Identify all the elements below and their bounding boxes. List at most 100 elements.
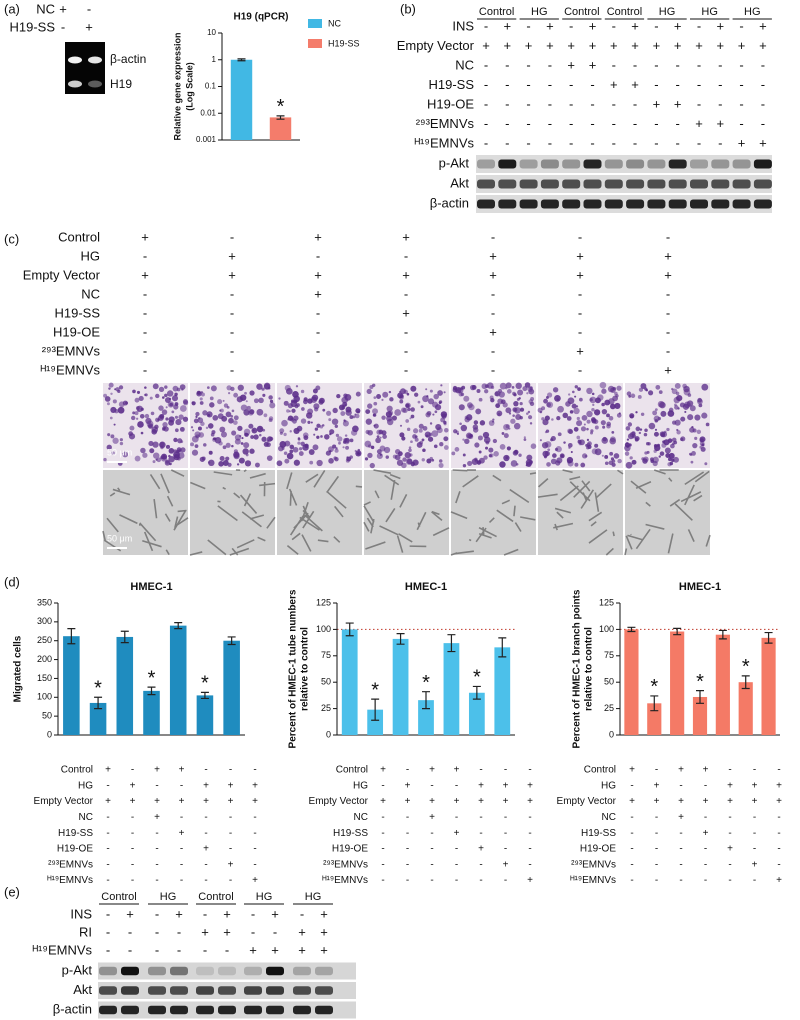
stained-cell [206, 386, 210, 389]
stained-cell [342, 420, 349, 427]
sign: + [664, 267, 672, 282]
stained-cell [412, 434, 417, 439]
stained-cell [262, 393, 266, 397]
stained-cell [418, 428, 423, 433]
sign: - [203, 906, 207, 921]
stained-cell [467, 460, 473, 466]
stained-cell [409, 417, 412, 420]
sign: - [177, 924, 181, 939]
blot-band [477, 159, 495, 169]
blot-band [668, 199, 687, 209]
significance-marker: * [201, 673, 209, 695]
stained-cell [199, 401, 204, 405]
stained-cell [379, 436, 382, 439]
sign: - [106, 812, 109, 823]
tube-image [103, 470, 188, 555]
sign: + [629, 765, 635, 776]
bar [468, 692, 485, 735]
stained-cell [552, 453, 557, 458]
stained-cell [432, 413, 435, 416]
group-label: HG [160, 891, 177, 903]
stained-cell [657, 416, 662, 421]
stained-cell [582, 453, 588, 459]
sign: + [223, 906, 231, 921]
stained-cell [557, 432, 562, 437]
stained-cell [459, 422, 462, 426]
stained-cell [438, 462, 444, 468]
stained-cell [391, 415, 397, 421]
stained-cell [256, 383, 263, 390]
sign: - [704, 875, 707, 886]
sign: - [728, 812, 731, 823]
sign: - [155, 828, 158, 839]
sign: + [674, 18, 682, 33]
stained-cell [243, 442, 250, 449]
stained-cell [646, 450, 650, 454]
blot-band [293, 966, 311, 976]
stained-cell [230, 386, 235, 391]
row-label: ²⁹³EMNVs [416, 116, 475, 131]
stained-cell [422, 448, 426, 452]
sign: + [105, 796, 111, 807]
sign: - [406, 844, 409, 855]
sign: - [630, 859, 633, 870]
stained-cell [470, 384, 476, 391]
tube-network [624, 469, 711, 556]
sign: - [253, 765, 256, 776]
stained-cell [704, 462, 708, 466]
sign: - [612, 116, 616, 131]
stained-cell [506, 389, 512, 394]
stained-cell [601, 437, 609, 444]
sign: - [777, 828, 780, 839]
band-label: H19 [110, 77, 132, 91]
stained-cell [402, 457, 407, 462]
row-label: H19-SS [333, 828, 368, 839]
tube-network [450, 469, 537, 556]
sign: - [204, 765, 207, 776]
stained-cell [171, 395, 179, 402]
y-axis-label: Migrated cells [13, 635, 24, 702]
stained-cell [455, 386, 462, 394]
sign: + [567, 57, 575, 72]
sign: - [753, 875, 756, 886]
stained-cell [570, 450, 573, 454]
sign: - [143, 286, 147, 301]
stained-cell [159, 441, 165, 447]
stained-cell [376, 452, 383, 460]
stained-cell [164, 393, 168, 398]
stained-cell [343, 438, 350, 445]
stained-cell [298, 447, 303, 451]
stained-cell [671, 387, 674, 391]
blot-band [583, 159, 602, 169]
sign: - [484, 96, 488, 111]
stained-cell [253, 434, 259, 440]
sign: + [738, 38, 746, 53]
stained-cell [676, 428, 679, 432]
stained-cell [674, 382, 681, 389]
stained-cell [439, 442, 444, 447]
sign: - [612, 96, 616, 111]
stained-cell [152, 441, 159, 448]
stained-cell [196, 390, 201, 395]
stained-cell [593, 409, 601, 416]
stained-cell [233, 415, 239, 421]
blot-band [218, 966, 236, 976]
sign: - [578, 286, 582, 301]
stained-cell [315, 385, 321, 391]
stained-cell [143, 393, 147, 397]
row-label: Control [584, 765, 616, 776]
sign: + [228, 859, 234, 870]
sign: - [718, 57, 722, 72]
stained-cell [686, 400, 694, 407]
sign: + [631, 18, 639, 33]
stained-cell [181, 388, 184, 391]
legend-swatch [308, 39, 322, 48]
stained-cell [475, 408, 482, 415]
stained-cell [699, 436, 706, 443]
stained-cell [236, 463, 240, 466]
stained-cell [687, 414, 694, 421]
stained-cell [498, 388, 503, 393]
sign: - [526, 77, 530, 92]
sign: - [633, 57, 637, 72]
stained-cell [575, 405, 579, 408]
